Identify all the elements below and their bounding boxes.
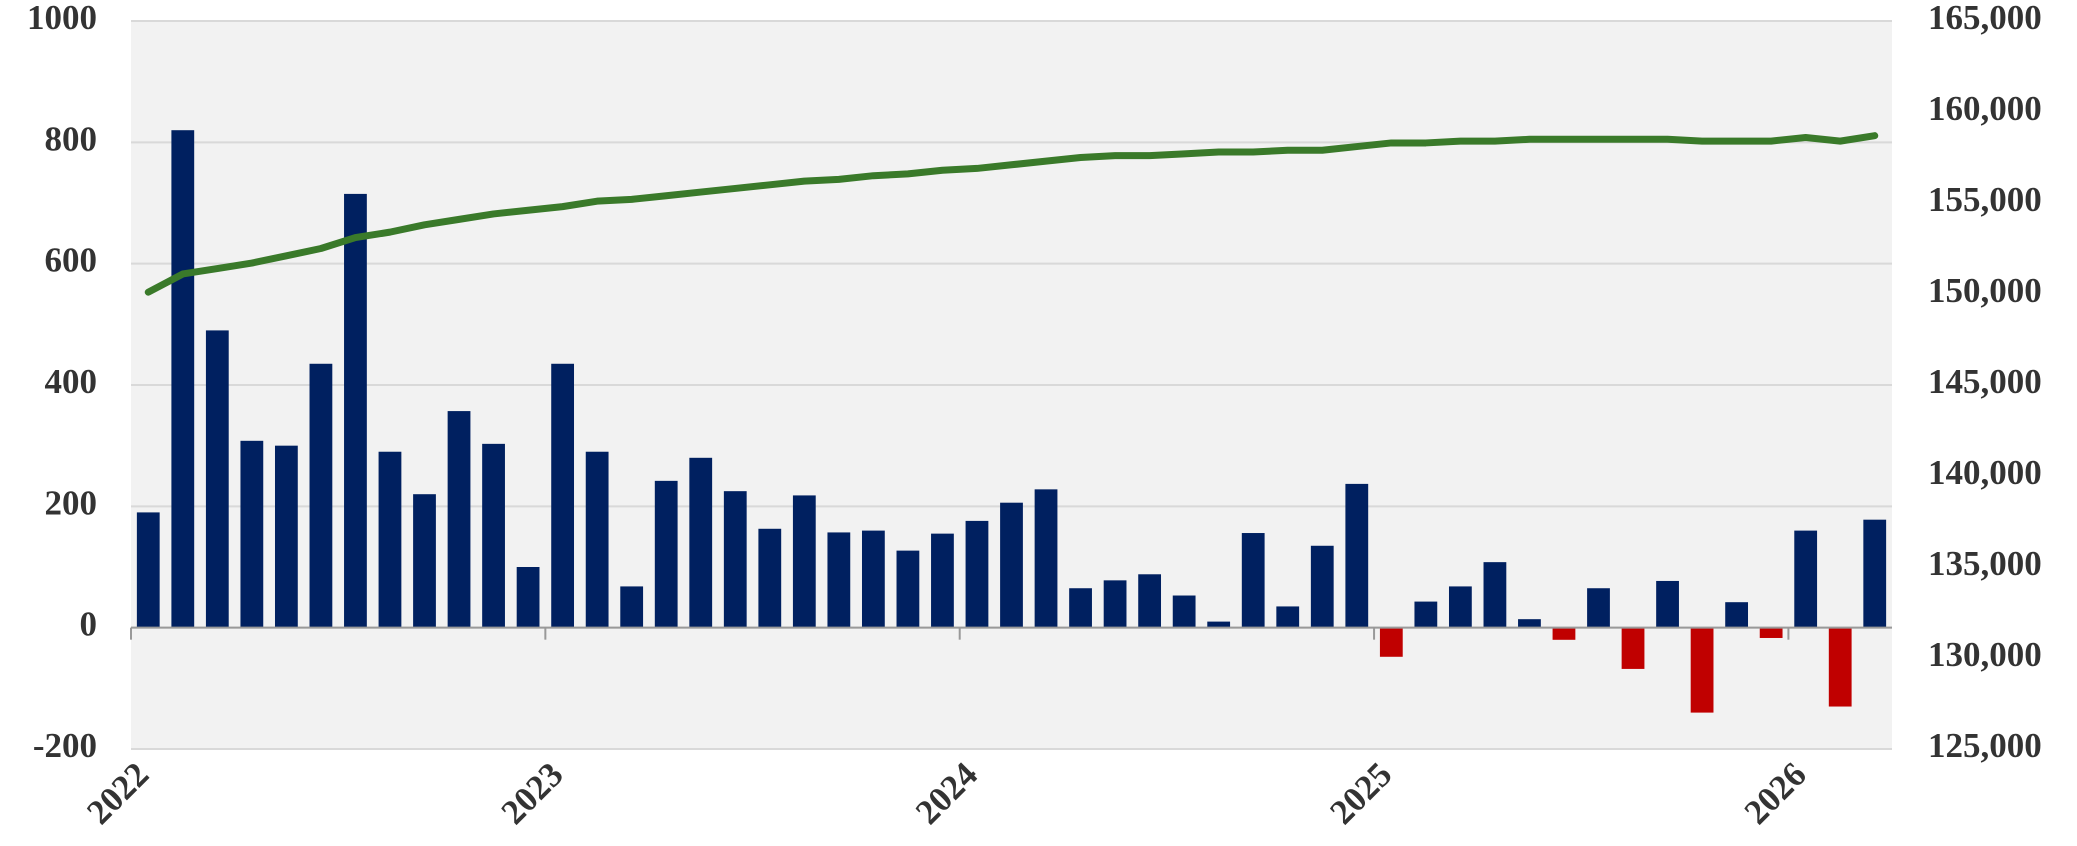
bar <box>1345 483 1369 628</box>
bar <box>1483 562 1507 628</box>
bar <box>1448 586 1472 628</box>
bar <box>344 193 367 628</box>
bar <box>1794 530 1818 628</box>
y2-tick-label: 160,000 <box>1928 89 2042 128</box>
bar <box>896 550 920 628</box>
bar <box>240 440 264 628</box>
y2-tick-label: 165,000 <box>1928 0 2042 37</box>
bar <box>1138 574 1162 628</box>
bar <box>1241 533 1265 628</box>
bar <box>1103 580 1127 628</box>
bar <box>1276 606 1300 628</box>
y-tick-label: 200 <box>45 483 98 522</box>
x-tick-label: 2022 <box>79 755 156 832</box>
bar <box>1069 588 1092 628</box>
x-tick-label: 2026 <box>1737 755 1814 832</box>
bar <box>1310 545 1334 628</box>
y-tick-label: 800 <box>45 119 98 158</box>
bar <box>447 411 471 628</box>
x-tick-label: 2024 <box>908 755 985 832</box>
bar <box>1034 489 1058 628</box>
bar <box>1000 502 1023 628</box>
y2-tick-label: 155,000 <box>1928 180 2042 219</box>
x-tick-label: 2025 <box>1322 755 1399 832</box>
y2-tick-label: 130,000 <box>1928 635 2042 674</box>
line <box>144 132 1879 296</box>
y2-tick-label: 140,000 <box>1928 453 2042 492</box>
bar <box>171 130 195 628</box>
bar <box>1759 627 1783 638</box>
y-tick-label: 400 <box>45 362 98 401</box>
y2-tick-label: 145,000 <box>1928 362 2042 401</box>
bar <box>861 530 885 628</box>
bar <box>758 528 782 628</box>
y2-tick-label: 125,000 <box>1928 726 2042 765</box>
bar <box>1552 627 1576 640</box>
bar <box>1656 580 1679 628</box>
bar <box>309 363 333 628</box>
bar <box>1621 627 1645 669</box>
bar <box>1379 627 1403 657</box>
y-tick-label: 600 <box>45 241 98 280</box>
bar <box>136 512 160 628</box>
bar <box>516 567 540 628</box>
bar <box>413 494 436 628</box>
bar <box>1863 519 1887 628</box>
bar <box>931 533 954 628</box>
bar <box>620 586 644 628</box>
bar <box>205 330 229 628</box>
bar <box>965 520 989 628</box>
y2-tick-label: 150,000 <box>1928 271 2042 310</box>
bar <box>654 480 678 628</box>
bar <box>792 495 816 628</box>
bar <box>827 532 851 628</box>
y-tick-label: -200 <box>33 726 97 765</box>
y2-tick-label: 135,000 <box>1928 544 2042 583</box>
bar <box>551 363 575 628</box>
bar <box>1172 595 1196 628</box>
bar <box>1207 621 1231 628</box>
bar <box>1414 601 1438 628</box>
bar <box>1725 602 1749 628</box>
y-tick-label: 0 <box>80 605 98 644</box>
bar <box>1518 619 1541 628</box>
bar <box>585 451 609 628</box>
bar <box>274 445 298 628</box>
bar <box>1828 627 1852 707</box>
bar <box>378 451 402 628</box>
x-tick-label: 2023 <box>494 755 571 832</box>
bar <box>1587 588 1610 628</box>
bar <box>1690 627 1714 713</box>
bar <box>723 491 747 628</box>
bar <box>482 443 505 628</box>
bar <box>689 457 713 628</box>
y-tick-label: 1000 <box>27 0 97 37</box>
